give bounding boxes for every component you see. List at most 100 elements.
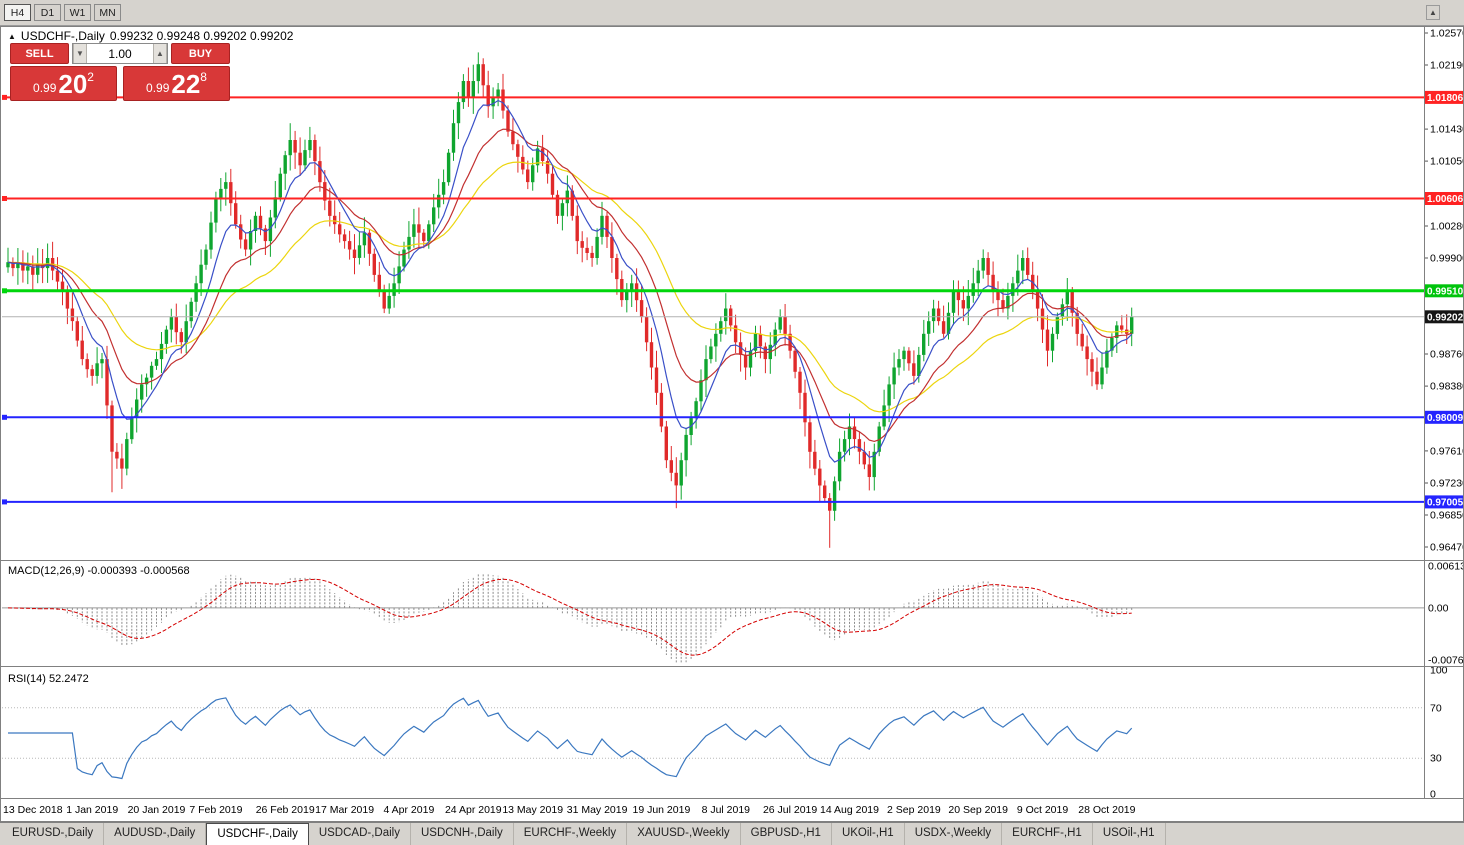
tab-usdchf-daily[interactable]: USDCHF-,Daily [206,823,309,845]
hline-1.00606[interactable] [2,196,1424,201]
bid-price-button[interactable]: 0.99 20 2 [10,66,117,101]
symbol-marker-icon: ▲ [8,31,16,41]
svg-text:1.00606: 1.00606 [1427,194,1464,205]
svg-text:1.01806: 1.01806 [1427,93,1464,104]
timeframe-button-mn[interactable]: MN [94,4,121,21]
tab-xauusd-weekly[interactable]: XAUUSD-,Weekly [627,823,741,845]
svg-text:4 Apr 2019: 4 Apr 2019 [384,804,435,816]
volume-field[interactable]: ▼ 1.00 ▲ [72,43,168,64]
buy-button[interactable]: BUY [171,43,230,64]
svg-text:1.02190: 1.02190 [1430,60,1464,72]
volume-increase-icon[interactable]: ▲ [153,44,167,63]
moving-average-lines [7,99,1133,463]
svg-text:20 Sep 2019: 20 Sep 2019 [948,804,1008,816]
tab-usdx-weekly[interactable]: USDX-,Weekly [905,823,1003,845]
tab-usdcnh-daily[interactable]: USDCNH-,Daily [411,823,514,845]
price-tag-1.01806[interactable]: 1.01806 [1424,90,1464,104]
svg-text:13 May 2019: 13 May 2019 [502,804,563,816]
volume-decrease-icon[interactable]: ▼ [73,44,87,63]
timeframe-buttons: H4 D1 W1 MN [4,4,124,21]
tab-usdcad-daily[interactable]: USDCAD-,Daily [309,823,411,845]
svg-text:0.99510: 0.99510 [1427,286,1464,297]
hline-handle[interactable] [2,499,7,505]
macd-signal-line [7,578,1132,656]
svg-text:1.02570: 1.02570 [1430,28,1464,40]
tab-usoil-h1[interactable]: USOil-,H1 [1093,823,1166,845]
ask-price-button[interactable]: 0.99 22 8 [123,66,230,101]
ma-8-line [7,99,1133,463]
horizontal-levels [2,94,1424,505]
price-tag-0.99202: 0.99202 [1424,310,1464,324]
price-tag-1.00606[interactable]: 1.00606 [1424,192,1464,205]
hline-handle[interactable] [2,288,7,294]
scroll-up-icon[interactable]: ▲ [1426,5,1440,20]
hline-handle[interactable] [2,196,7,201]
chart-title: ▲ USDCHF-,Daily 0.99232 0.99248 0.99202 … [8,29,293,43]
rsi-label: RSI(14) 52.2472 [8,673,89,685]
hline-handle[interactable] [2,94,7,100]
svg-text:0.96470: 0.96470 [1430,542,1464,554]
tab-eurchf-weekly[interactable]: EURCHF-,Weekly [514,823,628,845]
svg-text:0.97005: 0.97005 [1427,497,1464,508]
hline-1.01806[interactable] [2,94,1424,100]
svg-text:0.00: 0.00 [1428,602,1449,614]
chart-tab-bar: EURUSD-,Daily AUDUSD-,Daily USDCHF-,Daily U… [0,822,1464,845]
rsi-panel: 100 70 30 0 [2,665,1448,801]
price-tag-0.98009[interactable]: 0.98009 [1424,410,1464,424]
hline-handle[interactable] [2,414,7,420]
chart-ohlc-values: 0.99232 0.99248 0.99202 0.99202 [109,29,294,43]
candlesticks [6,52,1134,548]
tab-audusd-daily[interactable]: AUDUSD-,Daily [104,823,207,845]
svg-text:7 Feb 2019: 7 Feb 2019 [189,804,242,816]
hline-0.97005[interactable] [2,499,1424,505]
date-axis: 13 Dec 2018 1 Jan 2019 20 Jan 2019 7 Feb 20… [3,804,1136,816]
ask-big-digits: 22 [171,68,201,99]
price-tag-0.97005[interactable]: 0.97005 [1424,495,1464,509]
bid-big-digits: 20 [58,68,88,99]
svg-text:1.01430: 1.01430 [1430,124,1464,136]
sell-button[interactable]: SELL [10,43,69,64]
svg-text:30: 30 [1430,753,1442,765]
svg-text:17 Mar 2019: 17 Mar 2019 [315,804,374,816]
hline-0.99510[interactable] [2,288,1424,294]
svg-text:100: 100 [1430,665,1448,677]
svg-text:19 Jun 2019: 19 Jun 2019 [632,804,690,816]
svg-text:13 Dec 2018: 13 Dec 2018 [3,804,63,816]
svg-text:26 Jul 2019: 26 Jul 2019 [763,804,817,816]
tab-ukoil-h1[interactable]: UKOil-,H1 [832,823,905,845]
svg-text:9 Oct 2019: 9 Oct 2019 [1017,804,1069,816]
macd-histogram [12,573,1133,663]
svg-text:1.01050: 1.01050 [1430,156,1464,168]
timeframe-button-d1[interactable]: D1 [34,4,61,21]
svg-text:0.00613: 0.00613 [1428,561,1464,573]
one-click-trading-widget: SELL ▼ 1.00 ▲ BUY 0.99 20 2 0.99 22 8 [10,43,230,101]
svg-text:70: 70 [1430,702,1442,714]
volume-value[interactable]: 1.00 [108,46,132,61]
timeframe-button-w1[interactable]: W1 [64,4,91,21]
tab-eurusd-daily[interactable]: EURUSD-,Daily [2,823,105,845]
macd-label: MACD(12,26,9) -0.000393 -0.000568 [8,565,190,577]
hline-0.98009[interactable] [2,414,1424,420]
svg-text:31 May 2019: 31 May 2019 [567,804,628,816]
price-tag-0.99510[interactable]: 0.99510 [1424,284,1464,298]
tab-eurchf-h1[interactable]: EURCHF-,H1 [1002,823,1093,845]
timeframe-toolbar: H4 D1 W1 MN ▲ [0,0,1464,26]
tab-gbpusd-h1[interactable]: GBPUSD-,H1 [741,823,832,845]
rsi-line [8,697,1133,780]
timeframe-button-h4[interactable]: H4 [4,4,31,21]
svg-text:2 Sep 2019: 2 Sep 2019 [887,804,941,816]
ask-point-digit: 8 [200,70,207,84]
svg-text:0: 0 [1430,789,1436,801]
svg-text:1 Jan 2019: 1 Jan 2019 [66,804,118,816]
